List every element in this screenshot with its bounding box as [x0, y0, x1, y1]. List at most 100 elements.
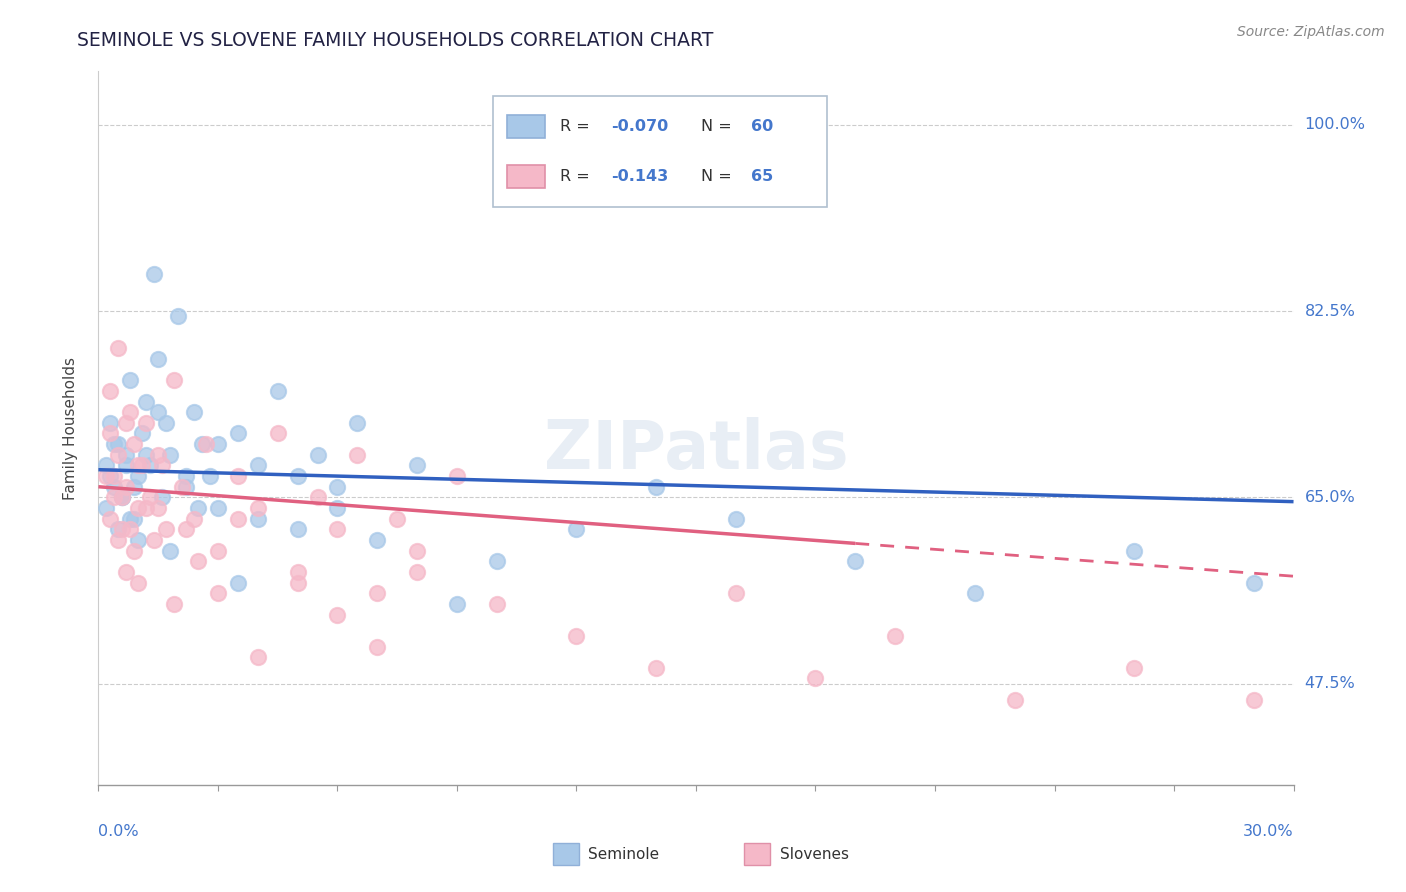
- Y-axis label: Family Households: Family Households: [63, 357, 77, 500]
- Point: [267, 426, 290, 441]
- Point: [884, 629, 907, 643]
- Point: [115, 565, 138, 579]
- Point: [191, 437, 214, 451]
- Point: [1243, 692, 1265, 706]
- Point: [120, 405, 142, 419]
- Point: [135, 501, 157, 516]
- Point: [131, 426, 153, 441]
- Text: SEMINOLE VS SLOVENE FAMILY HOUSEHOLDS CORRELATION CHART: SEMINOLE VS SLOVENE FAMILY HOUSEHOLDS CO…: [77, 31, 714, 50]
- Point: [724, 586, 747, 600]
- Point: [183, 511, 205, 525]
- Point: [195, 437, 218, 451]
- Point: [267, 384, 290, 398]
- Text: 100.0%: 100.0%: [1305, 117, 1365, 132]
- Point: [98, 511, 122, 525]
- Point: [246, 501, 269, 516]
- Point: [326, 607, 349, 622]
- Point: [103, 469, 125, 483]
- Point: [346, 448, 368, 462]
- Point: [174, 522, 197, 536]
- Point: [406, 458, 429, 473]
- Point: [198, 469, 221, 483]
- Point: [1123, 543, 1146, 558]
- Point: [207, 501, 229, 516]
- Point: [287, 522, 309, 536]
- Point: [446, 597, 468, 611]
- Point: [287, 565, 309, 579]
- Point: [167, 310, 190, 324]
- Point: [107, 448, 129, 462]
- Text: R =: R =: [560, 169, 595, 184]
- Point: [111, 491, 134, 505]
- Point: [246, 458, 269, 473]
- Point: [1004, 692, 1026, 706]
- Point: [724, 511, 747, 525]
- Point: [844, 554, 866, 568]
- Point: [366, 640, 388, 654]
- Point: [148, 448, 170, 462]
- Point: [172, 480, 194, 494]
- Point: [103, 491, 125, 505]
- Point: [107, 533, 129, 547]
- Point: [187, 554, 209, 568]
- Point: [124, 511, 146, 525]
- Point: [124, 543, 146, 558]
- Bar: [508, 165, 546, 187]
- Point: [326, 522, 349, 536]
- Point: [111, 491, 134, 505]
- Point: [127, 533, 149, 547]
- Text: -0.070: -0.070: [612, 119, 668, 134]
- Point: [326, 501, 349, 516]
- Point: [963, 586, 986, 600]
- Point: [98, 469, 122, 483]
- Text: 0.0%: 0.0%: [98, 824, 139, 838]
- Point: [226, 575, 249, 590]
- Point: [150, 458, 173, 473]
- Point: [124, 480, 146, 494]
- Text: -0.143: -0.143: [612, 169, 668, 184]
- Point: [96, 458, 118, 473]
- Point: [565, 522, 588, 536]
- Point: [103, 437, 125, 451]
- Point: [155, 522, 177, 536]
- Point: [131, 458, 153, 473]
- Point: [446, 469, 468, 483]
- Point: [159, 543, 181, 558]
- Point: [307, 491, 329, 505]
- Point: [127, 501, 149, 516]
- Point: [207, 586, 229, 600]
- Text: N =: N =: [700, 169, 737, 184]
- Point: [287, 575, 309, 590]
- Point: [645, 661, 668, 675]
- Point: [183, 405, 205, 419]
- Point: [150, 491, 173, 505]
- Point: [174, 480, 197, 494]
- Text: Source: ZipAtlas.com: Source: ZipAtlas.com: [1237, 25, 1385, 39]
- Point: [148, 405, 170, 419]
- Point: [366, 586, 388, 600]
- Point: [163, 373, 186, 387]
- Text: 65.0%: 65.0%: [1305, 490, 1355, 505]
- Point: [187, 501, 209, 516]
- Point: [115, 448, 138, 462]
- Point: [163, 597, 186, 611]
- Point: [135, 394, 157, 409]
- Bar: [508, 115, 546, 137]
- Point: [207, 543, 229, 558]
- Point: [207, 437, 229, 451]
- Point: [139, 458, 162, 473]
- Point: [96, 469, 118, 483]
- Point: [120, 522, 142, 536]
- Text: N =: N =: [700, 119, 737, 134]
- Point: [107, 341, 129, 355]
- Point: [804, 672, 827, 686]
- Point: [226, 426, 249, 441]
- FancyBboxPatch shape: [494, 96, 828, 207]
- Point: [1123, 661, 1146, 675]
- Point: [226, 469, 249, 483]
- Text: Slovenes: Slovenes: [780, 847, 849, 862]
- Point: [135, 448, 157, 462]
- Point: [135, 416, 157, 430]
- Point: [111, 522, 134, 536]
- Point: [148, 351, 170, 366]
